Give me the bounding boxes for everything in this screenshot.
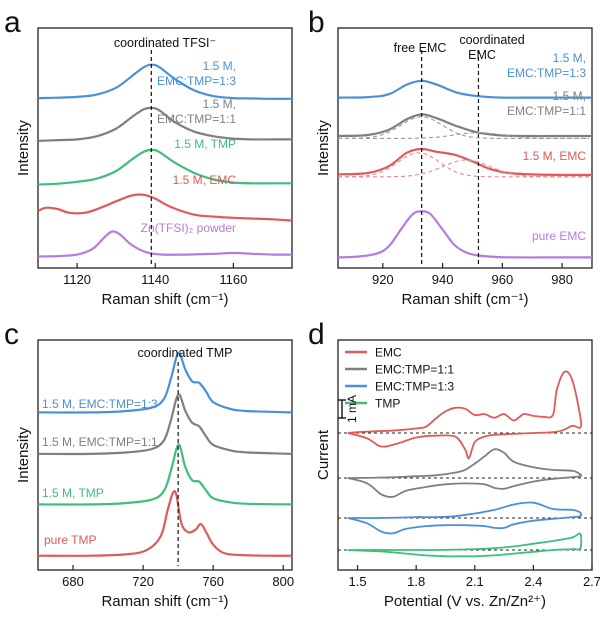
panel-b-series-label: EMC:TMP=1:1	[507, 104, 586, 118]
panel-a-series-5	[37, 230, 293, 258]
panel-c-xtick-label: 760	[202, 574, 224, 589]
panel-b-fit-component	[338, 116, 589, 139]
panel-d-xtick-label: 2.7	[583, 574, 600, 589]
panel-b-xtick-label: 960	[492, 272, 514, 287]
panel-b-series-2	[337, 113, 592, 138]
panel-d-series-4	[347, 532, 583, 558]
panel-a-series-label: EMC:TMP=1:3	[157, 74, 236, 88]
panel-d-legend-label: EMC:TMP=1:1	[375, 363, 454, 377]
panel-c-xlabel: Raman shift (cm⁻¹)	[101, 593, 228, 610]
panel-b-series-4	[337, 210, 592, 259]
panel-b-series-label: 1.5 M,	[553, 51, 586, 65]
panel-c-xtick-label: 800	[272, 574, 294, 589]
panel-a-series-label: 1.5 M,	[203, 97, 236, 111]
panel-letter-c: c	[4, 318, 19, 351]
panel-b-fit-component	[338, 152, 589, 178]
panel-c-xtick-label: 720	[132, 574, 154, 589]
panel-d-scalebar-label: 1 mA	[345, 395, 359, 423]
panel-a-xtick-label: 1160	[219, 272, 247, 287]
panel-a-frame	[37, 27, 293, 269]
panel-a-xtick-label: 1140	[141, 272, 169, 287]
panel-c-series-4	[37, 489, 293, 557]
panel-a-series-label: EMC:TMP=1:1	[157, 112, 236, 126]
panel-c-series-label: 1.5 M, EMC:TMP=1:1	[42, 435, 158, 449]
panel-c-series-3	[37, 443, 293, 506]
panel-d-series-2	[347, 448, 583, 498]
panel-d-legend-label: TMP	[375, 397, 400, 411]
panel-b-series-label: pure EMC	[532, 229, 586, 243]
panel-b-xtick-label: 940	[432, 272, 454, 287]
panel-d-xtick-label: 1.5	[348, 574, 366, 589]
panel-letter-b: b	[308, 6, 325, 39]
panel-a-xlabel: Raman shift (cm⁻¹)	[101, 291, 228, 308]
panel-c-series-label: 1.5 M, TMP	[42, 486, 104, 500]
panel-b-ylabel: Intensity	[315, 120, 332, 176]
panel-d-xtick-label: 2.1	[466, 574, 484, 589]
panel-d-xlabel: Potential (V vs. Zn/Zn²⁺)	[384, 593, 546, 610]
panel-a-series-label: 1.5 M,	[203, 59, 236, 73]
panel-c-xtick-label: 680	[62, 574, 84, 589]
panel-a-ylabel: Intensity	[15, 120, 32, 176]
panel-d-legend-label: EMC	[375, 346, 402, 360]
panel-b-xtick-label: 920	[372, 272, 394, 287]
panel-c-ylabel: Intensity	[15, 427, 32, 483]
panel-a-series-3	[37, 148, 292, 186]
panel-letter-d: d	[308, 318, 325, 351]
panel-d-legend-label: EMC:TMP=1:3	[375, 380, 454, 394]
panel-b-series-label: 1.5 M,	[553, 89, 586, 103]
panel-a-series-label: Zn(TFSI)₂ powder	[141, 221, 236, 235]
panel-b-annotation-free: free EMC	[394, 41, 447, 55]
panel-c-series-1	[37, 351, 293, 414]
panel-d-series-1	[347, 370, 583, 460]
panel-b-xlabel: Raman shift (cm⁻¹)	[401, 291, 528, 308]
panel-b-series-3	[337, 147, 593, 177]
panel-a-xtick-label: 1120	[63, 272, 91, 287]
panel-a-series-2	[37, 106, 292, 142]
panel-letter-a: a	[4, 6, 21, 39]
panel-b-series-label: EMC:TMP=1:3	[507, 66, 586, 80]
panel-c-annotation: coordinated TMP	[138, 346, 233, 360]
panel-c-series-label: pure TMP	[44, 533, 96, 547]
panel-d-ylabel: Current	[315, 429, 332, 480]
panel-d-frame	[337, 339, 593, 571]
panel-d-series-3	[347, 501, 583, 535]
panel-b-frame	[337, 27, 593, 269]
panel-a-series-label: 1.5 M, TMP	[174, 137, 236, 151]
panel-b-annotation-coord-2: EMC	[468, 48, 496, 62]
panel-d-xtick-label: 2.4	[524, 574, 542, 589]
panel-c-series-label: 1.5 M, EMC:TMP=1:3	[42, 397, 158, 411]
panel-a-series-1	[37, 63, 293, 100]
panel-a-series-label: 1.5 M, EMC	[173, 173, 237, 187]
panel-b-series-1	[337, 79, 592, 99]
panel-c-series-2	[37, 393, 293, 456]
panel-a-series-4	[37, 193, 293, 222]
panel-b-fit-component	[338, 159, 589, 178]
panel-b-series-label: 1.5 M, EMC	[523, 149, 587, 163]
panel-a-annotation: coordinated TFSI⁻	[114, 36, 216, 50]
panel-d-xtick-label: 1.8	[407, 574, 425, 589]
panel-b-xtick-label: 980	[551, 272, 573, 287]
panel-b-annotation-coord: coordinated	[459, 33, 524, 47]
